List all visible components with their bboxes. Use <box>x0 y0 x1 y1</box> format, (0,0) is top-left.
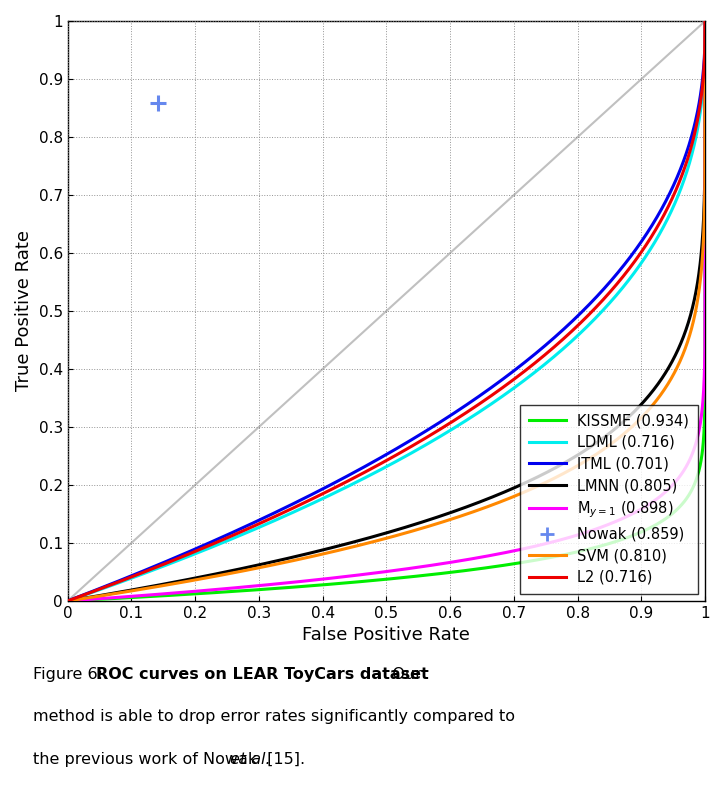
Text: et al.: et al. <box>230 752 270 767</box>
Text: ROC curves on LEAR ToyCars dataset: ROC curves on LEAR ToyCars dataset <box>96 667 428 683</box>
Text: [15].: [15]. <box>262 752 304 767</box>
Y-axis label: True Positive Rate: True Positive Rate <box>15 231 33 392</box>
Text: Figure 6:: Figure 6: <box>33 667 116 683</box>
Legend: KISSME (0.934), LDML (0.716), ITML (0.701), LMNN (0.805), M$_{y=1}$ (0.898), Now: KISSME (0.934), LDML (0.716), ITML (0.70… <box>521 404 698 594</box>
Text: the previous work of Nowak: the previous work of Nowak <box>33 752 262 767</box>
X-axis label: False Positive Rate: False Positive Rate <box>302 626 471 644</box>
Text: .  Our: . Our <box>377 667 422 683</box>
Text: method is able to drop error rates significantly compared to: method is able to drop error rates signi… <box>33 709 515 725</box>
